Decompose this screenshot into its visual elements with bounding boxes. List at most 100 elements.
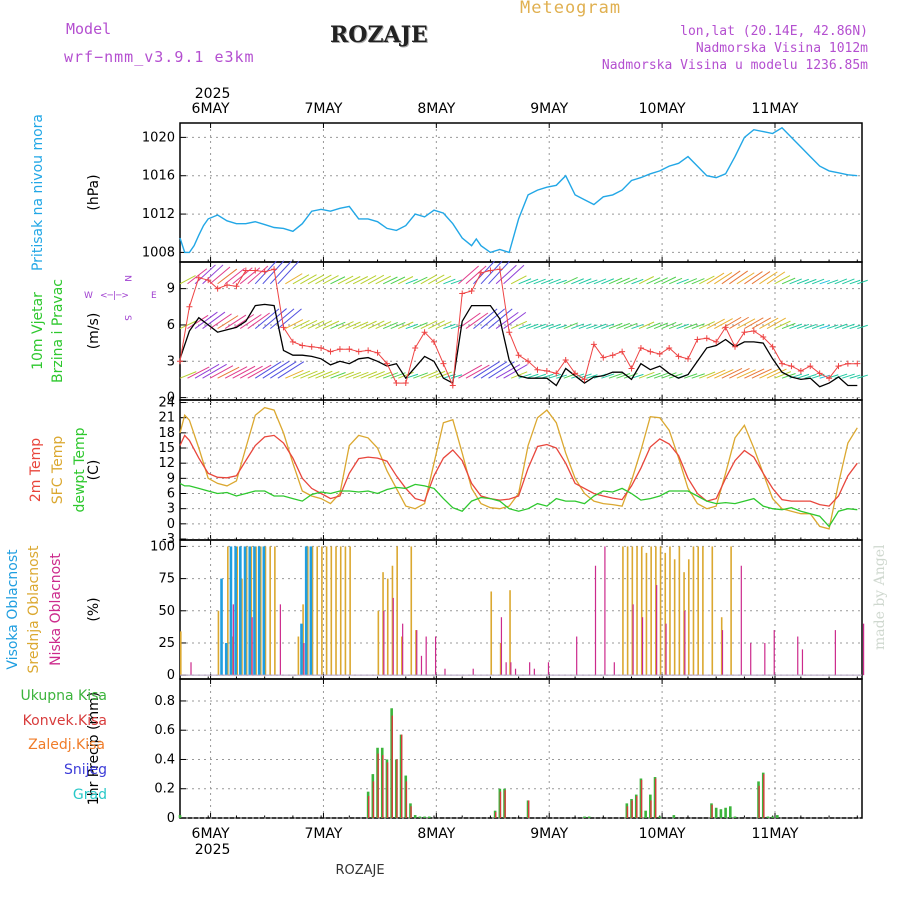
wind-barb (495, 264, 517, 285)
low-cloud-bar (684, 610, 686, 676)
wind-barb (360, 371, 378, 379)
gust-marker (844, 360, 851, 367)
day-label-top: 6MAY (192, 101, 230, 117)
gust-marker (412, 344, 419, 351)
gust-marker (459, 290, 466, 297)
wind-barb (473, 308, 498, 329)
day-label-top: 9MAY (530, 101, 568, 117)
conv-precip-bar (495, 812, 497, 818)
wind-barb (239, 314, 262, 329)
wind-barb (811, 278, 825, 285)
wind-barb (473, 361, 500, 379)
wind-barb (375, 275, 392, 285)
total-precip-bar (413, 815, 417, 818)
wind-barb (277, 260, 300, 285)
wind-barb (352, 276, 369, 285)
gust-marker (327, 348, 334, 355)
compass-e: E (151, 291, 157, 301)
wind-barb (247, 364, 272, 379)
tick-label-y-temperature: 9 (167, 471, 175, 486)
wind-barb (450, 374, 463, 379)
wind-barb (608, 373, 623, 379)
gust-marker (675, 353, 682, 360)
wind-barb (714, 272, 733, 285)
low-cloud-bar (834, 630, 836, 676)
wind-barb (586, 279, 598, 285)
gust-marker (619, 348, 626, 355)
mid-cloud-bar (330, 546, 333, 676)
low-cloud-bar (641, 617, 644, 676)
wind-barb (638, 371, 655, 379)
gust-marker (261, 268, 268, 275)
wind-barb (736, 369, 756, 379)
wind-barb (382, 276, 398, 285)
gust-marker (289, 338, 296, 345)
wind-barb (857, 279, 868, 285)
wind-barb (285, 273, 303, 285)
tick-label-y-temperature: 0 (167, 517, 175, 532)
wind-barb (428, 274, 445, 285)
day-label-bottom: 7MAY (304, 826, 342, 842)
wind-barb (759, 271, 778, 285)
gust-marker (346, 346, 353, 353)
conv-precip-bar (527, 800, 530, 818)
gust-marker (590, 341, 597, 348)
lonlat-label: lon,lat (20.14E, 42.86N) (680, 24, 868, 39)
wind-barb (804, 323, 817, 330)
wind-barb (458, 364, 483, 379)
low-cloud-bar (472, 668, 474, 676)
wind-barb (601, 278, 615, 285)
gust-marker (365, 347, 372, 354)
wind-barb (616, 277, 630, 285)
high-cloud-bar (309, 546, 313, 676)
wind-barb (337, 371, 355, 379)
conv-precip-bar (410, 806, 412, 818)
wind-barb (330, 321, 346, 330)
wind-barb (729, 270, 749, 285)
wind-barb (398, 371, 414, 379)
wind-barb (548, 373, 562, 379)
wind-barb (631, 373, 644, 379)
wind-barb (759, 317, 779, 330)
total-precip-bar (719, 809, 723, 818)
wind-barb (428, 320, 445, 330)
mid-cloud-bar (673, 559, 676, 676)
wind-barb (796, 373, 810, 379)
wind-barb (593, 323, 607, 330)
wind-barb (533, 278, 546, 285)
gust-marker (186, 303, 193, 310)
side-label-clouds: Srednja Oblacnost (26, 545, 42, 673)
conv-precip-bar (400, 734, 403, 818)
low-cloud-bar (797, 636, 799, 676)
wind-barb (285, 319, 304, 330)
panel-frame-temperature (179, 399, 863, 541)
low-cloud-bar (402, 623, 404, 676)
gust-marker (449, 382, 456, 389)
wind-barb (796, 323, 810, 330)
gust-marker (195, 274, 202, 281)
gust-marker (515, 352, 522, 359)
wind-barb (661, 372, 677, 379)
model-label: Model (66, 20, 112, 38)
wind-barb (653, 322, 669, 330)
wind-barb (623, 322, 638, 330)
gust-marker (177, 358, 183, 365)
wind-barb (510, 320, 528, 330)
low-cloud-bar (632, 604, 634, 676)
gust-marker (308, 343, 315, 350)
total-precip-bar (766, 816, 770, 818)
panel-frame-clouds (179, 539, 863, 680)
wind-barb (849, 374, 861, 379)
gust-marker (280, 324, 287, 331)
wind-barb (254, 260, 277, 285)
wind-barb (510, 275, 527, 285)
mid-cloud-bar (236, 546, 239, 676)
wind-barb (827, 324, 839, 330)
wind-barb (367, 320, 385, 330)
tick-label-y-clouds: 100 (150, 539, 175, 554)
mid-cloud-bar (655, 546, 657, 676)
tick-label-y-precip: 0.2 (154, 782, 175, 797)
wind-barb (751, 317, 772, 330)
wind-barb (781, 322, 796, 330)
total-precip-bar (587, 816, 591, 818)
